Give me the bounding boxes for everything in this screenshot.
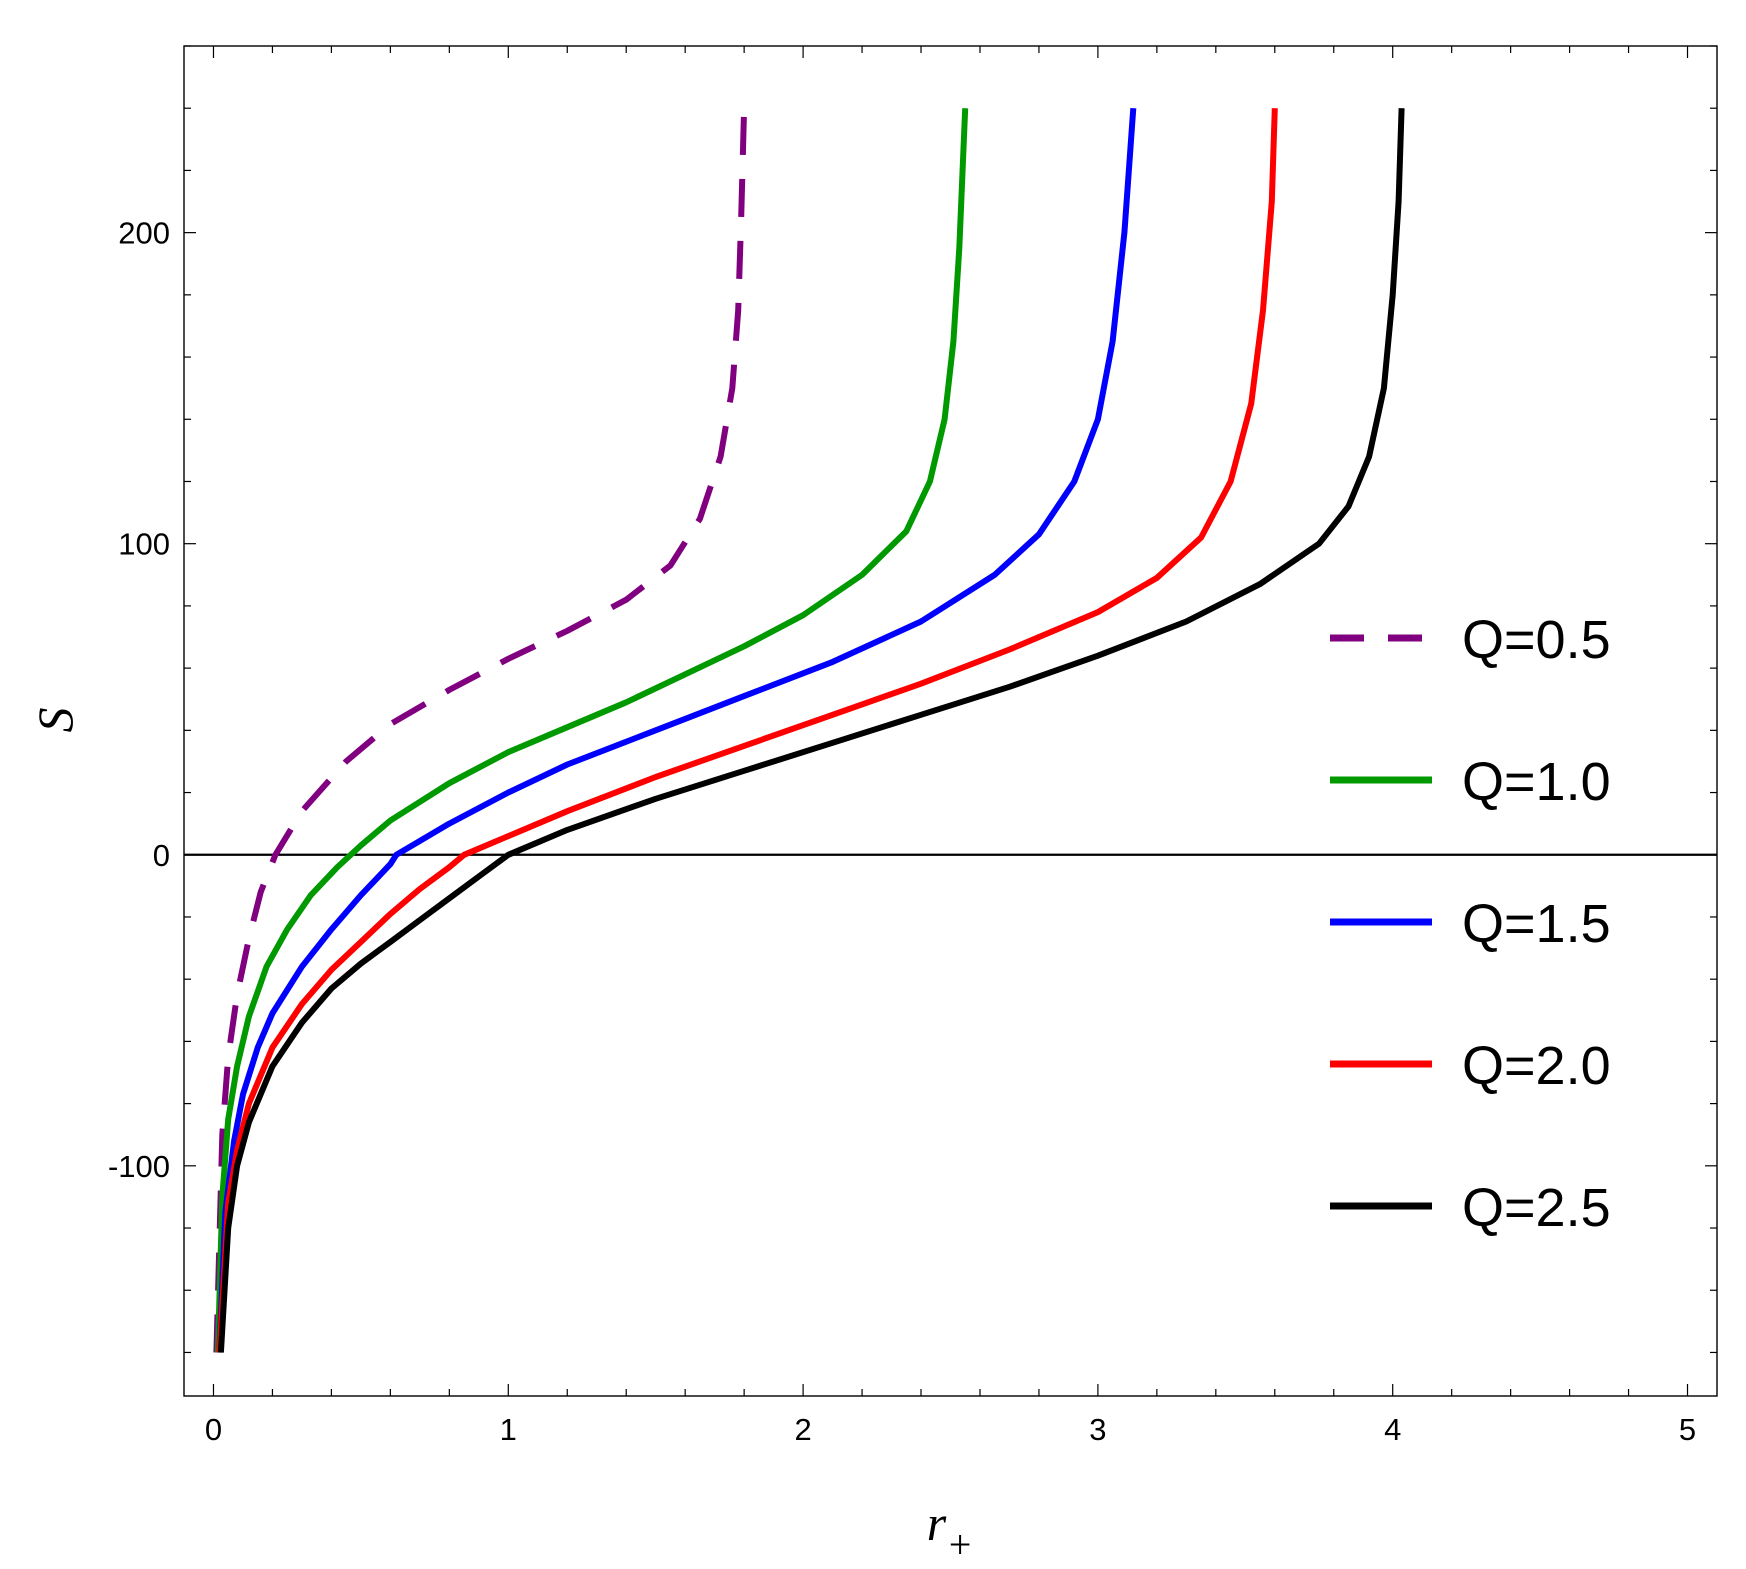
series-line-q1 [213, 108, 748, 1353]
x-tick-label: 3 [1089, 1412, 1106, 1447]
series-layer [213, 107, 1405, 1353]
x-axis-label: r+ [927, 1495, 973, 1567]
series-line-q2 [214, 108, 969, 1353]
plot-frame [183, 45, 1718, 1397]
legend-label: Q=1.5 [1462, 894, 1611, 954]
y-tick-label: 200 [118, 216, 170, 251]
series-line-q5 [217, 108, 1405, 1353]
legend-label: Q=0.5 [1462, 610, 1611, 670]
series-line-q3 [216, 107, 1137, 1353]
x-tick-label: 0 [205, 1412, 222, 1447]
legend-label: Q=2.0 [1462, 1036, 1611, 1096]
series-line-q4 [216, 108, 1278, 1353]
x-axis-label-main: r [927, 1495, 947, 1551]
tick-labels: 0 1 2 3 4 5 -100 0 100 200 [108, 216, 1696, 1447]
y-tick-label: -100 [108, 1149, 170, 1184]
legend: Q=0.5 Q=1.0 Q=1.5 Q=2.0 Q=2.5 [1330, 610, 1611, 1238]
legend-label: Q=2.5 [1462, 1178, 1611, 1238]
x-tick-label: 5 [1679, 1412, 1696, 1447]
legend-label: Q=1.0 [1462, 752, 1611, 812]
axis-ticks [184, 45, 1717, 1396]
x-axis-label-subscript: + [946, 1522, 973, 1567]
x-tick-label: 4 [1384, 1412, 1401, 1447]
y-axis-label: S [27, 708, 83, 733]
x-tick-label: 1 [500, 1412, 517, 1447]
y-tick-label: 0 [153, 838, 170, 873]
x-tick-label: 2 [794, 1412, 811, 1447]
y-tick-label: 100 [118, 527, 170, 562]
